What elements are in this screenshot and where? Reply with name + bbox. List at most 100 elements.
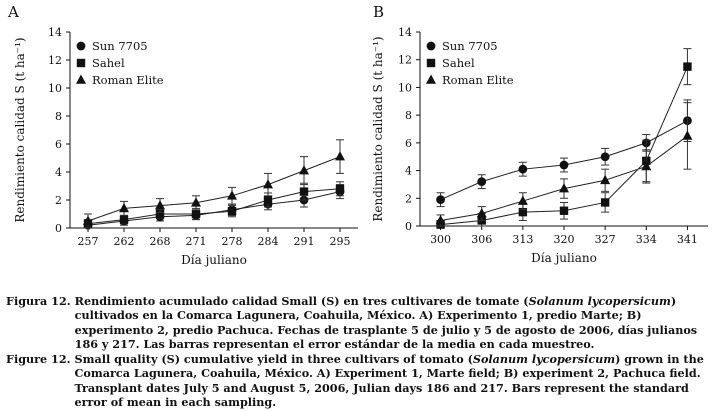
data-point <box>683 62 692 71</box>
caption-body-en: Small quality (S) cumulative yield in th… <box>75 352 722 409</box>
data-point <box>227 190 237 200</box>
x-tick-label: 320 <box>554 233 575 246</box>
chart-panel-a: A 0 2 4 6 8 10 12 14 257 262 268 271 278 284 291 295 Día … <box>7 3 358 267</box>
legend-label: Sun 7705 <box>92 39 148 53</box>
y-tick-label: 14 <box>398 26 412 39</box>
series-line <box>440 66 688 226</box>
legend-marker <box>76 74 86 84</box>
caption-spanish: Figura 12. Rendimiento acumulado calidad… <box>6 294 722 351</box>
caption-es-species: Solanum lycopersicum <box>528 294 671 308</box>
legend-marker <box>426 58 436 68</box>
data-point <box>299 187 309 196</box>
data-point <box>191 209 201 219</box>
data-point <box>436 195 445 205</box>
data-point <box>155 200 165 210</box>
y-tick-label: 2 <box>405 192 412 205</box>
x-axis-title: Día juliano <box>531 251 597 265</box>
y-tick-label: 10 <box>48 82 62 95</box>
y-tick-label: 6 <box>55 138 62 151</box>
series-roman-elite <box>435 102 693 227</box>
data-point <box>641 160 652 171</box>
figure-caption: Figura 12. Rendimiento acumulado calidad… <box>6 294 722 410</box>
caption-es-before: Rendimiento acumulado calidad Small (S) … <box>74 294 529 308</box>
x-tick-label: 257 <box>78 235 99 248</box>
series-line <box>87 188 341 225</box>
legend: Sun 7705 Sahel Roman Elite <box>76 39 164 87</box>
legend-label: Sun 7705 <box>442 39 498 53</box>
data-point <box>119 202 129 213</box>
data-point <box>335 151 345 161</box>
data-point <box>227 207 237 216</box>
y-tick-label: 6 <box>405 137 412 150</box>
y-tick-label: 4 <box>405 165 412 178</box>
data-point <box>517 195 528 205</box>
legend-marker <box>426 41 436 51</box>
legend-marker <box>76 58 86 68</box>
y-tick-label: 4 <box>55 166 62 179</box>
legend-label: Sahel <box>92 56 125 70</box>
series-roman-elite <box>83 139 345 229</box>
data-point <box>600 152 610 162</box>
x-tick-label: 268 <box>150 235 171 248</box>
y-tick-label: 12 <box>48 54 62 67</box>
data-point <box>435 214 446 225</box>
data-point <box>263 195 273 205</box>
data-point <box>518 164 528 174</box>
series-sahel <box>83 181 345 229</box>
caption-en-after: ) grown in the Comarca Lagunera, Coahuil… <box>74 352 704 410</box>
legend: Sun 7705 Sahel Roman Elite <box>426 39 514 87</box>
x-tick-label: 313 <box>512 233 533 246</box>
panel-letter: B <box>373 3 384 21</box>
y-tick-label: 8 <box>55 110 62 123</box>
x-tick-label: 327 <box>595 233 616 246</box>
series-line <box>87 156 341 222</box>
data-point <box>335 184 345 193</box>
x-tick-label: 295 <box>330 235 351 248</box>
y-tick-label: 2 <box>55 194 62 207</box>
x-tick-label: 300 <box>430 233 451 246</box>
legend-label: Sahel <box>442 56 475 70</box>
x-tick-label: 334 <box>636 233 657 246</box>
legend-marker <box>426 74 436 84</box>
data-point <box>263 179 273 189</box>
data-point <box>476 208 487 218</box>
y-tick-label: 0 <box>55 222 62 235</box>
data-point <box>191 197 201 207</box>
caption-en-species: Solanum lycopersicum <box>472 352 616 367</box>
y-tick-label: 12 <box>398 54 412 67</box>
x-tick-label: 262 <box>114 235 135 248</box>
data-point <box>83 215 93 225</box>
x-axis-title: Día juliano <box>181 253 247 267</box>
data-point <box>299 165 309 175</box>
x-tick-label: 278 <box>222 235 243 248</box>
y-axis-title: Rendimiento calidad S (t ha⁻¹) <box>371 36 385 221</box>
data-point <box>600 174 611 185</box>
data-point <box>119 215 129 224</box>
x-tick-label: 271 <box>186 235 207 248</box>
data-point <box>559 160 569 170</box>
data-point <box>477 177 487 187</box>
caption-body-es: Rendimiento acumulado calidad Small (S) … <box>75 294 722 351</box>
data-point <box>559 183 569 193</box>
legend-label: Roman Elite <box>92 73 164 87</box>
y-tick-label: 0 <box>405 220 412 233</box>
data-point <box>559 206 569 215</box>
data-point <box>518 207 528 217</box>
y-axis-title: Rendimiento calidad S (t ha⁻¹) <box>13 37 27 222</box>
caption-label-es: Figura 12. <box>6 294 71 308</box>
x-tick-label: 341 <box>677 233 698 246</box>
x-tick-label: 306 <box>471 233 492 246</box>
y-tick-label: 10 <box>398 81 412 94</box>
caption-en-before: Small quality (S) cumulative yield in th… <box>74 352 473 367</box>
data-point <box>155 209 165 219</box>
data-point <box>600 198 610 207</box>
panel-letter: A <box>7 3 19 21</box>
x-tick-label: 291 <box>294 235 315 248</box>
caption-es-after: ) cultivados en la Comarca Lagunera, Coa… <box>74 294 698 351</box>
y-tick-label: 14 <box>48 26 62 39</box>
legend-label: Roman Elite <box>442 73 514 87</box>
caption-english: Figure 12. Small quality (S) cumulative … <box>6 352 722 409</box>
y-tick-label: 8 <box>405 109 412 122</box>
x-tick-label: 284 <box>258 235 279 248</box>
